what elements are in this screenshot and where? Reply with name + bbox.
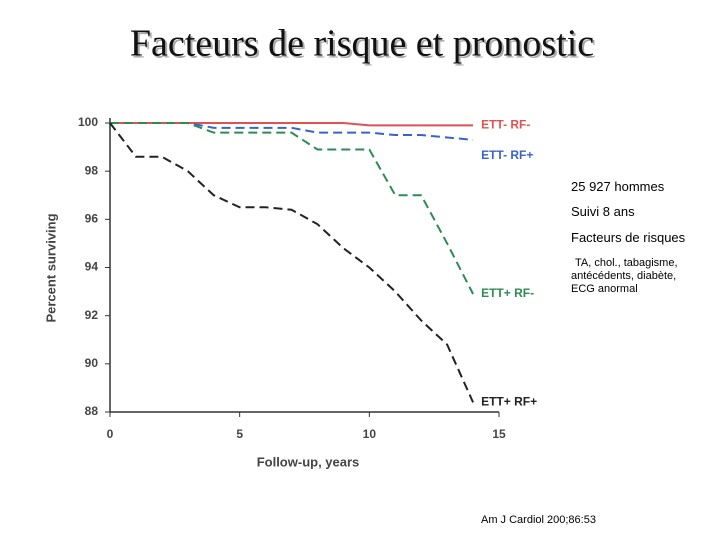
x-tick-label: 0 [107, 427, 114, 441]
series-label: ETT- RF+ [481, 148, 533, 162]
y-tick-label: 92 [85, 308, 99, 322]
series-label: ETT- RF- [481, 118, 530, 132]
series-line [110, 122, 474, 295]
y-tick-label: 98 [85, 163, 99, 177]
series-label: ETT+ RF- [481, 286, 534, 300]
y-tick-label: 94 [85, 260, 99, 274]
x-tick-label: 5 [236, 427, 243, 441]
series-label: ETT+ RF+ [481, 395, 537, 409]
title-shadow: Facteurs de risque et pronostic [132, 25, 596, 67]
note: Facteurs de risques [571, 230, 686, 245]
series-line [109, 122, 474, 403]
y-tick-label: 90 [85, 356, 99, 370]
x-tick-label: 15 [492, 427, 506, 441]
y-tick-label: 96 [85, 212, 99, 226]
y-tick-label: 100 [78, 115, 98, 129]
source: Am J Cardiol 200;86:53 [481, 514, 596, 526]
note: Suivi 8 ans [571, 204, 635, 219]
y-axis-label: Percent surviving [43, 213, 58, 322]
note: 25 927 hommes [571, 179, 665, 194]
x-tick-label: 10 [363, 427, 377, 441]
y-tick-label: 88 [85, 404, 99, 418]
series-line [110, 122, 474, 127]
slide-title: Facteurs de risque et pronostic [130, 23, 594, 65]
x-axis-label: Follow-up, years [257, 454, 360, 469]
note: TA, chol., tabagisme, antécédents, diabè… [571, 257, 678, 295]
